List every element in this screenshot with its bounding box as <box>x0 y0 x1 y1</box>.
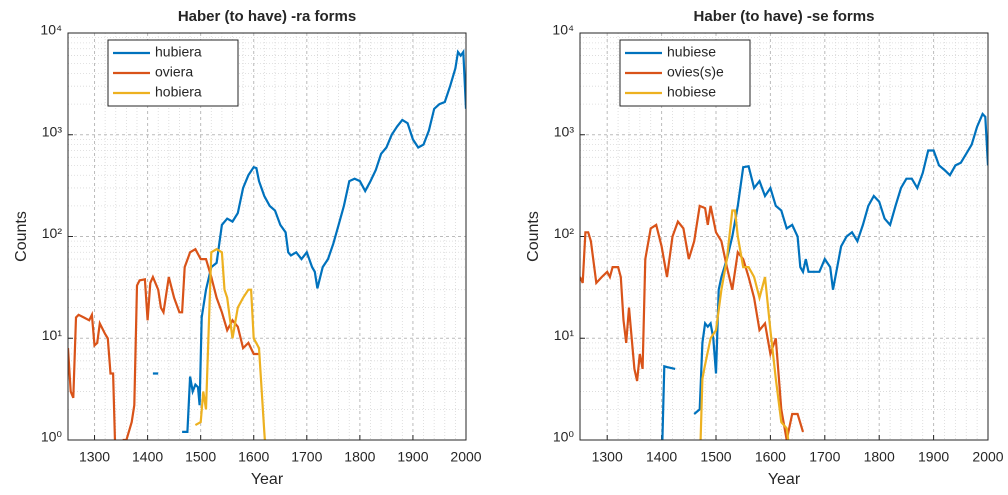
legend: hubiese ovies(s)e hobiese <box>619 39 751 107</box>
y-tick-label: 10⁴ <box>40 22 62 38</box>
y-tick-label: 10¹ <box>554 327 575 343</box>
x-tick-label: 1700 <box>291 449 322 465</box>
x-tick-label: 1900 <box>397 449 428 465</box>
x-tick-label: 2000 <box>450 449 481 465</box>
legend-label: hubiera <box>155 44 202 60</box>
x-tick-label: 1800 <box>864 449 895 465</box>
x-tick-label: 1300 <box>79 449 110 465</box>
x-tick-label: 1900 <box>918 449 949 465</box>
y-tick-label: 10³ <box>42 123 63 139</box>
x-tick-label: 1400 <box>646 449 677 465</box>
y-tick-label: 10² <box>42 225 63 241</box>
series-line <box>580 204 805 440</box>
lines <box>68 48 466 440</box>
y-tick-label: 10⁴ <box>552 22 574 38</box>
axes: 10⁰ 10¹ 10² 10³ 10⁴ 1300 1400 1500 1600 1700 1800 1… <box>13 8 482 488</box>
y-tick-label: 10⁰ <box>553 429 575 445</box>
legend-label: ovies(s)e <box>667 64 724 80</box>
legend: hubiera oviera hobiera <box>107 39 239 107</box>
series-line <box>194 247 266 440</box>
legend-label: hubiese <box>667 44 716 60</box>
series-line <box>68 247 259 440</box>
x-axis-label: Year <box>251 471 284 488</box>
series-line <box>699 209 790 440</box>
axes: 10⁰ 10¹ 10² 10³ 10⁴ 1300 1400 1500 1600 1700 1800 1… <box>525 8 1004 488</box>
y-axis-label: Counts <box>13 211 30 262</box>
x-tick-label: 1500 <box>185 449 216 465</box>
axes-frame <box>579 32 989 441</box>
y-axis-label: Counts <box>525 211 542 262</box>
x-tick-label: 1700 <box>809 449 840 465</box>
legend-label: hobiese <box>667 84 716 100</box>
legend-label: hobiera <box>155 84 202 100</box>
x-tick-label: 2000 <box>972 449 1003 465</box>
chart-title: Haber (to have) -ra forms <box>178 8 356 25</box>
x-tick-label: 1300 <box>592 449 623 465</box>
lines <box>580 112 988 440</box>
y-tick-label: 10³ <box>554 123 575 139</box>
y-tick-label: 10² <box>554 225 575 241</box>
axes-frame <box>67 32 467 441</box>
legend-label: oviera <box>155 64 193 80</box>
x-tick-label: 1400 <box>132 449 163 465</box>
x-tick-label: 1600 <box>238 449 269 465</box>
x-axis-label: Year <box>768 471 801 488</box>
y-tick-label: 10¹ <box>42 327 63 343</box>
chart-title: Haber (to have) -se forms <box>694 8 875 25</box>
x-tick-label: 1500 <box>700 449 731 465</box>
x-tick-label: 1800 <box>344 449 375 465</box>
x-tick-label: 1600 <box>755 449 786 465</box>
y-tick-label: 10⁰ <box>41 429 63 445</box>
